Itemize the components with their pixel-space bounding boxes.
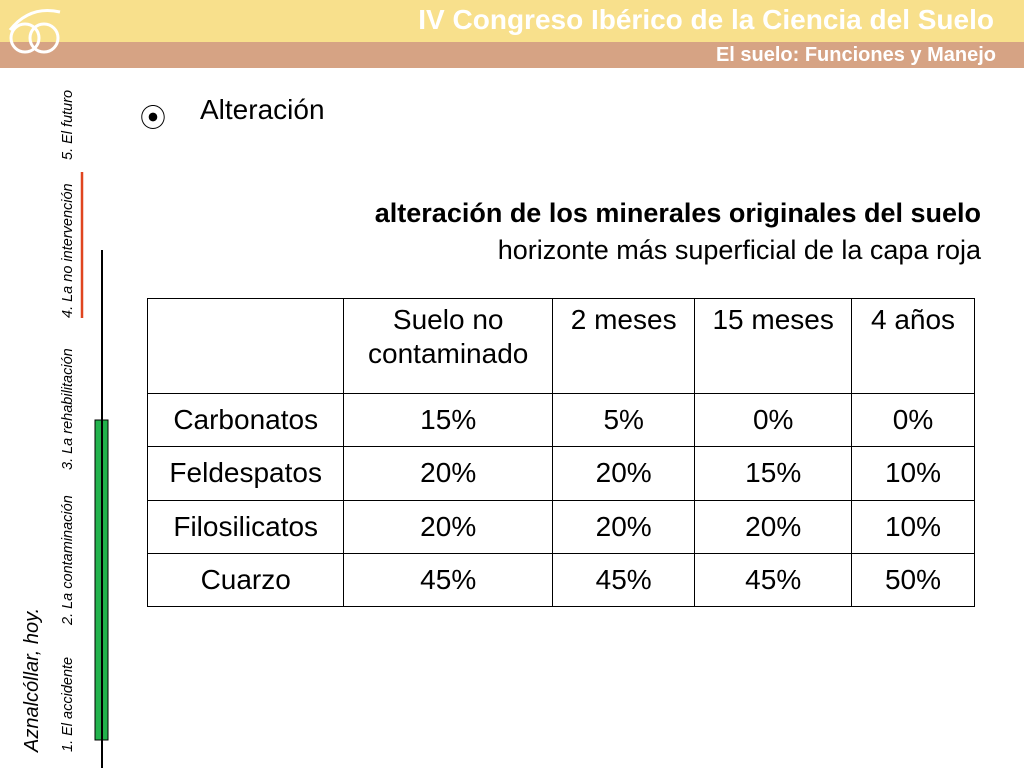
- column-header: 4 años: [851, 298, 975, 394]
- cell: 50%: [851, 552, 975, 608]
- table-title: alteración de los minerales originales d…: [374, 198, 981, 228]
- cell: 45%: [343, 552, 553, 608]
- header-band: [0, 0, 1024, 42]
- section: 2. La contaminación: [60, 495, 76, 626]
- cell: 15%: [343, 392, 553, 448]
- column-header: 2 meses: [551, 298, 696, 394]
- row-label: Carbonatos: [146, 392, 345, 448]
- table-row: Feldespatos 20% 20% 15% 10%: [146, 446, 975, 501]
- data-table: Suelo no contaminado 2 meses 15 meses 4 año…: [146, 298, 975, 608]
- sidebar-title: Aznalcóllar, hoy.: [21, 608, 43, 753]
- section: 4. La no intervención: [60, 183, 76, 318]
- row-label: Cuarzo: [146, 552, 345, 608]
- header-subtitle: El suelo: Funciones y Manejo: [715, 44, 996, 66]
- section: 3. La rehabilitación: [60, 348, 76, 470]
- cell: 0%: [851, 392, 975, 448]
- cell: 15%: [694, 446, 853, 501]
- cell: 20%: [551, 446, 696, 501]
- section: 1. El accidente: [60, 657, 76, 752]
- logo: [8, 9, 61, 54]
- column-header: 15 meses: [694, 298, 853, 394]
- cell: 45%: [551, 552, 696, 608]
- corner-cell: [146, 298, 345, 394]
- row-label: Feldespatos: [146, 446, 345, 501]
- cell: 20%: [343, 499, 553, 554]
- cell: 20%: [694, 499, 853, 554]
- table-subtitle: horizonte más superficial de la capa roj…: [497, 235, 981, 265]
- subheader-band: [0, 42, 1024, 68]
- sidebar: Aznalcóllar, hoy. 1. El accidente 2. La …: [21, 90, 109, 768]
- cell: 10%: [851, 446, 975, 501]
- section: 5. El futuro: [60, 90, 76, 160]
- table-row: Carbonatos 15% 5% 0% 0%: [146, 392, 975, 448]
- cell: 5%: [551, 392, 696, 448]
- cell: 20%: [551, 499, 696, 554]
- table-row: Filosilicatos 20% 20% 20% 10%: [146, 499, 975, 554]
- header-row: Suelo no contaminado 2 meses 15 meses 4 año…: [146, 298, 975, 394]
- cell: 10%: [851, 499, 975, 554]
- column-header: Suelo no contaminado: [343, 298, 553, 394]
- row-label: Filosilicatos: [146, 499, 345, 554]
- cell: 45%: [694, 552, 853, 608]
- cell: 20%: [343, 446, 553, 501]
- bullet-text: Alteración: [200, 94, 325, 125]
- table-row: Cuarzo 45% 45% 45% 50%: [146, 552, 975, 608]
- cell: 0%: [694, 392, 853, 448]
- header-title: IV Congreso Ibérico de la Ciencia del Su…: [418, 4, 994, 35]
- bullet-icon: ⦿: [140, 103, 167, 133]
